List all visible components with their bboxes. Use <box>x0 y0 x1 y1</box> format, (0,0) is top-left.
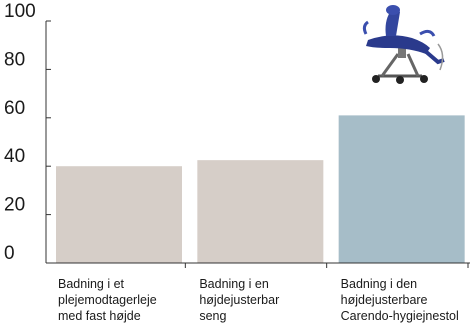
bar-3 <box>338 115 465 263</box>
bar-1 <box>56 166 182 263</box>
y-tick-label-20: 20 <box>4 195 25 216</box>
category-label-2-line-1: Badning i en <box>199 277 269 291</box>
category-label-3-line-1: Badning i den <box>341 277 418 291</box>
y-tick-label-80: 80 <box>4 49 25 70</box>
carendo-hygiene-chair-image <box>362 5 445 84</box>
y-tick-label-0: 0 <box>4 243 15 264</box>
y-tick-label-100: 100 <box>4 1 36 22</box>
category-label-1-line-2: plejemodtagerleje <box>58 293 157 307</box>
category-labels: Badning i et plejemodtagerleje med fast hø… <box>58 277 459 323</box>
y-tick-label-60: 60 <box>4 98 25 119</box>
category-label-3-line-3: Carendo-hygiejnestol <box>341 309 459 323</box>
bars <box>56 115 465 263</box>
category-label-3-line-2: højdejusterbare <box>341 293 428 307</box>
y-tick-label-40: 40 <box>4 146 25 167</box>
bar-2 <box>197 160 324 263</box>
x-axis <box>46 262 470 268</box>
y-axis: 0 20 40 60 80 100 <box>4 1 51 264</box>
category-label-2-line-3: seng <box>199 309 226 323</box>
category-label-1-line-3: med fast højde <box>58 309 141 323</box>
category-label-2-line-2: højdejusterbar <box>199 293 279 307</box>
category-label-1-line-1: Badning i et <box>58 277 125 291</box>
